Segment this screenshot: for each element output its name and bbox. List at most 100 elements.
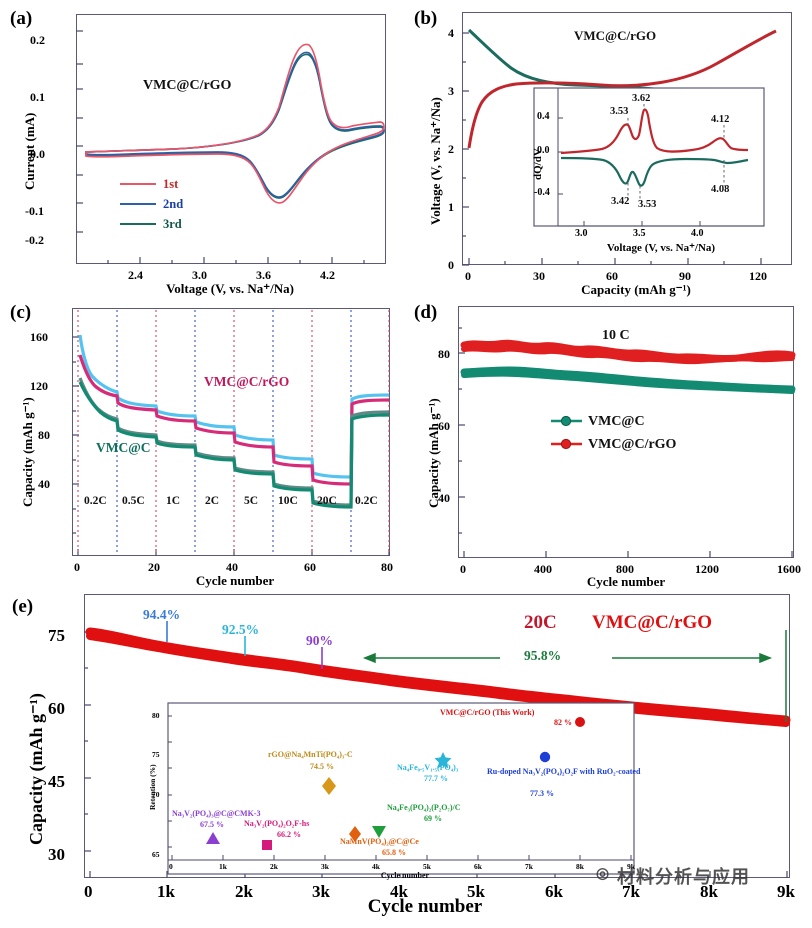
panel-e-retention-958: 95.8% xyxy=(524,648,562,663)
inset-marker-nvpf-hs xyxy=(262,840,272,850)
panel-a-legend-item-2nd: 2nd xyxy=(163,197,184,211)
panel-e-inset-ytick-0: 65 xyxy=(152,850,160,859)
panel-b-xtick-0: 0 xyxy=(465,269,471,283)
panel-d-xtick-2: 800 xyxy=(616,562,634,576)
watermark-text: 材料分析与应用 xyxy=(617,867,750,887)
panel-e-ytick-3: 30 xyxy=(48,845,65,864)
panel-e-xtick-3: 3k xyxy=(312,882,330,901)
panel-d-xaxis-title: Cycle number xyxy=(586,574,666,589)
panel-b-peak-discharge-3: 4.08 xyxy=(711,184,730,195)
panel-b-inset-yaxis-title: dQ/dV xyxy=(532,148,544,180)
panel-d-xtick-0: 0 xyxy=(460,562,466,576)
panel-c-label: (c) xyxy=(10,302,32,323)
panel-b-ytick-4: 0 xyxy=(448,258,454,272)
inset-retention-ru-doped: 77.3 % xyxy=(530,789,554,798)
panel-c-ytick-2: 120 xyxy=(30,379,48,393)
panel-d-yaxis-title: Capacity (mAh g⁻¹) xyxy=(426,398,441,508)
panel-b-inset-xaxis-title: Voltage (V, vs. Na⁺/Na) xyxy=(606,242,716,254)
panel-e-rate-label: 20C xyxy=(524,612,557,633)
panel-e-retention-944: 94.4% xyxy=(143,607,181,622)
panel-d-plot xyxy=(458,327,796,558)
panel-a-ytick-1: 0.1 xyxy=(30,90,45,104)
panel-d-ytick-1: 60 xyxy=(438,419,450,433)
panel-e-retention-90: 90% xyxy=(306,633,333,648)
panel-b-inset-ytick-1: 0.0 xyxy=(537,145,550,156)
panel-b-inset-xtick-0: 3.0 xyxy=(575,228,588,239)
panel-e-inset-xtick-1: 1k xyxy=(219,862,227,871)
panel-d-legend-markers xyxy=(551,415,582,450)
panel-e-plot xyxy=(84,621,791,878)
panel-b-peak-charge-2: 3.62 xyxy=(632,93,651,104)
inset-marker-cmk3 xyxy=(206,832,220,844)
panel-c-rate-label-1: 0.5C xyxy=(122,495,145,507)
panel-c-xtick-3: 60 xyxy=(304,560,316,574)
panel-c-xaxis-title: Cycle number xyxy=(195,573,275,588)
panel-a-xtick-3: 4.2 xyxy=(320,268,335,282)
panel-a-xaxis-title: Voltage (V, vs. Na⁺/Na) xyxy=(166,281,294,296)
panel-e-yaxis-title: Capacity (mAh g⁻¹) xyxy=(26,693,46,845)
panel-e-xtick-5: 5k xyxy=(467,882,485,901)
inset-label-ru-doped: Ru-doped Na₃V₂(PO₄)₂O₂F with RuO₂-coated xyxy=(487,767,641,776)
panel-e-inset-yaxis-title: Retention (%) xyxy=(148,764,157,810)
panel-e-ytick-1: 60 xyxy=(48,699,65,718)
panel-c-rate-label-4: 5C xyxy=(244,495,259,507)
panel-e-inset-xtick-0: 0 xyxy=(169,862,173,871)
panel-e-xtick-4: 4k xyxy=(390,882,408,901)
panel-a: (a) 0.2 0.1 0.0 -0.1 -0.2 2.4 xyxy=(0,0,406,296)
panel-b-ytick-2: 2 xyxy=(448,142,454,156)
panel-b: (b) xyxy=(406,0,812,297)
panel-e-xtick-8: 8k xyxy=(700,882,718,901)
panel-b-xtick-2: 60 xyxy=(606,269,618,283)
panel-e-xtick-1: 1k xyxy=(157,882,175,901)
panel-c-rate-label-7: 0.2C xyxy=(355,495,378,507)
panel-a-annotation: VMC@C/rGO xyxy=(143,78,232,93)
panel-e-inset-xtick-8: 8k xyxy=(576,862,584,871)
panel-b-peak-charge-1: 3.53 xyxy=(610,106,629,117)
panel-d-legend-item-vmc-c: VMC@C xyxy=(588,414,645,429)
panel-c-yaxis-title: Capacity (mAh g⁻¹) xyxy=(20,397,35,507)
panel-a-xtick-0: 2.4 xyxy=(128,268,143,282)
panel-a-legend-lines xyxy=(120,183,156,225)
panel-c-ytick-3: 160 xyxy=(30,330,48,344)
inset-marker-namnvpo xyxy=(349,826,361,842)
panel-a-legend-item-1st: 1st xyxy=(163,177,179,191)
panel-b-ytick-1: 3 xyxy=(448,84,454,98)
panel-b-annotation: VMC@C/rGO xyxy=(574,28,657,43)
inset-retention-namnvpo: 65.8 % xyxy=(382,848,406,857)
panel-b-peak-charge-3: 4.12 xyxy=(711,114,730,125)
panel-a-ytick-2: 0.0 xyxy=(30,147,45,161)
panel-e-inset-xtick-3: 3k xyxy=(321,862,329,871)
panel-c-rate-label-0: 0.2C xyxy=(84,495,107,507)
panel-c-xtick-0: 0 xyxy=(74,560,80,574)
panel-e-sample-label: VMC@C/rGO xyxy=(592,612,713,633)
inset-marker-this-work xyxy=(575,717,585,727)
panel-e-inset-xtick-2: 2k xyxy=(270,862,278,871)
panel-b-xtick-4: 120 xyxy=(749,269,767,283)
panel-d-xtick-3: 1200 xyxy=(695,562,719,576)
inset-label-nafe3: Na₄Fe₃(PO₄)₂(P₂O₇)/C xyxy=(387,803,461,812)
panel-b-ytick-0: 4 xyxy=(448,26,454,40)
panel-e-inset-ytick-2: 75 xyxy=(152,750,160,759)
panel-a-yaxis-title: Current (mA) xyxy=(22,112,37,190)
panel-e-inset-ytick-3: 80 xyxy=(152,711,160,720)
panel-a-legend-item-3rd: 3rd xyxy=(163,217,182,231)
panel-b-plot xyxy=(462,28,777,266)
panel-c-xtick-1: 20 xyxy=(148,560,160,574)
panel-d: (d) 40 6 xyxy=(406,292,812,590)
panel-c-ytick-1: 80 xyxy=(38,428,50,442)
inset-label-this-work: VMC@C/rGO (This Work) xyxy=(440,708,535,717)
inset-marker-ru-doped xyxy=(539,751,551,763)
panel-c-annotation-rgo: VMC@C/rGO xyxy=(204,374,290,389)
inset-marker-rgo-namnti xyxy=(322,777,336,795)
panel-c-plot xyxy=(72,310,390,556)
panel-e: (e) xyxy=(0,590,812,928)
panel-e-ytick-2: 45 xyxy=(48,772,65,791)
inset-retention-rgo-namnti: 74.5 % xyxy=(310,762,334,771)
inset-retention-nafe3: 69 % xyxy=(424,814,442,823)
panel-a-plot xyxy=(76,30,385,264)
panel-c-xtick-2: 40 xyxy=(226,560,238,574)
panel-a-ytick-0: 0.2 xyxy=(30,33,45,47)
panel-e-xtick-7: 7k xyxy=(622,882,640,901)
panel-c-rate-label-5: 10C xyxy=(278,495,298,507)
